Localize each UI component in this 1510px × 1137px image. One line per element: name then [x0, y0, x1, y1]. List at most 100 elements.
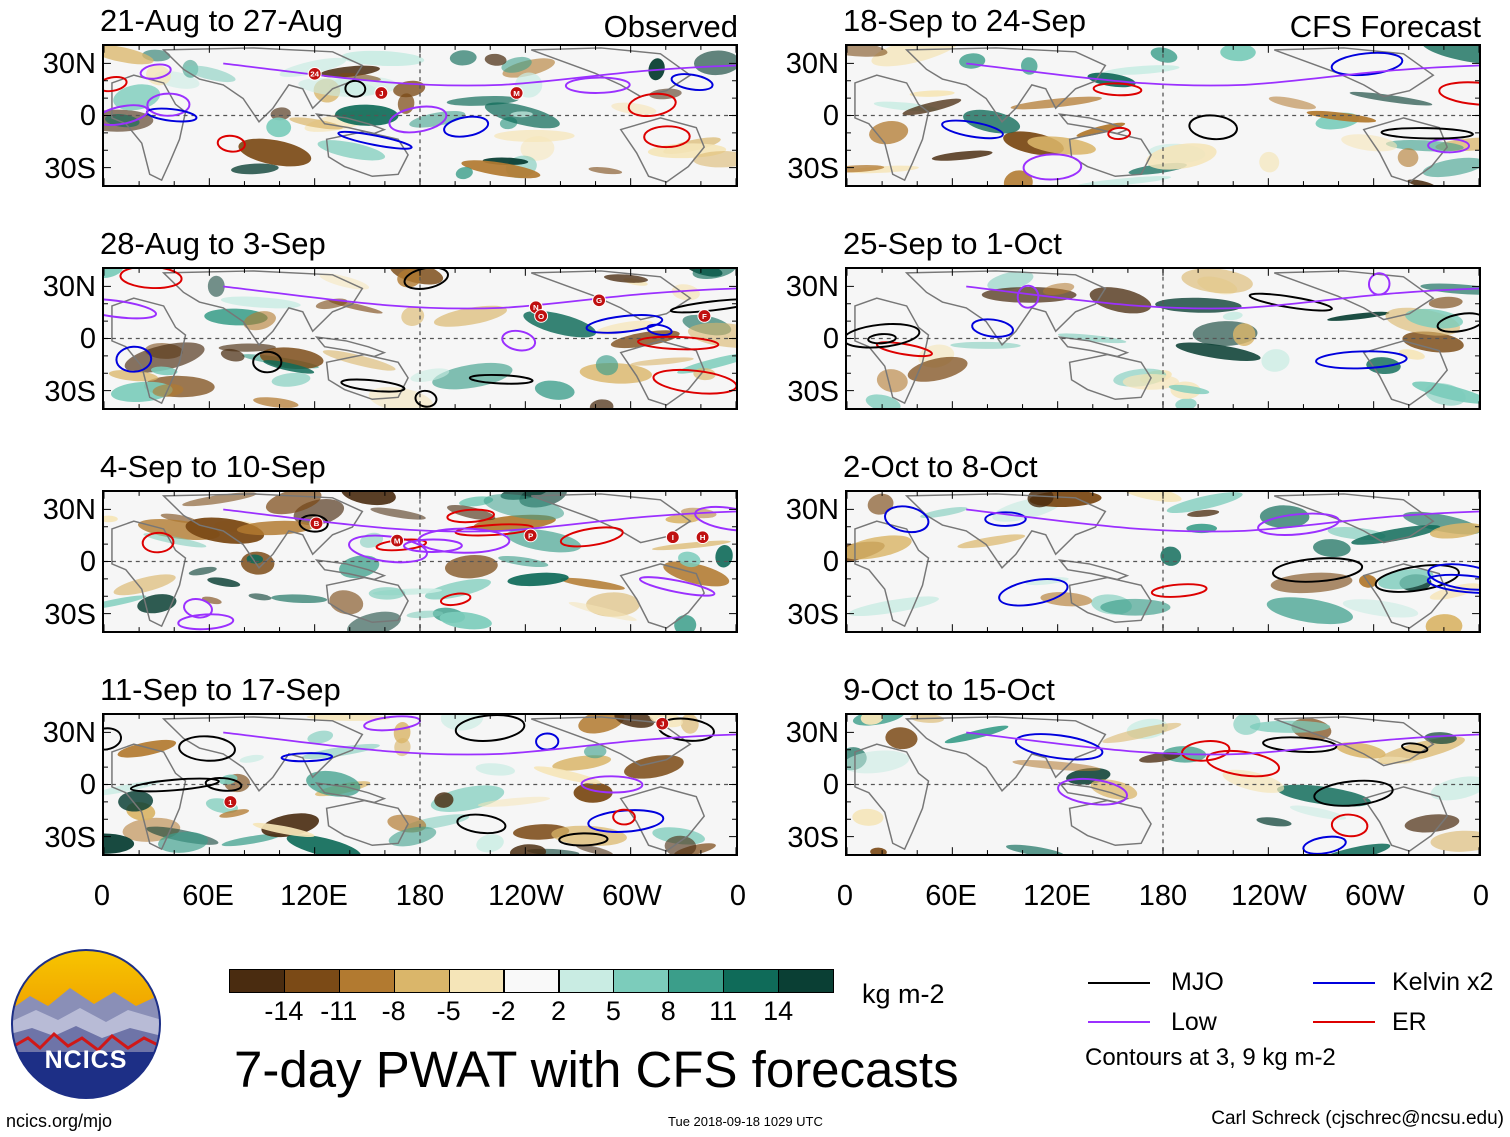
- wave-contour: [627, 92, 677, 118]
- coastline: [325, 353, 409, 400]
- pwat-anomaly-cell: [665, 514, 701, 524]
- pwat-anomaly-cell: [595, 320, 654, 335]
- pwat-anomaly-cell: [1100, 598, 1171, 616]
- colorbar-units: kg m-2: [862, 979, 945, 1009]
- pwat-anomaly-cell: [920, 507, 968, 518]
- panel-map-svg: [847, 715, 1479, 854]
- coastline: [1068, 353, 1152, 400]
- pwat-anomaly-cell: [104, 833, 135, 854]
- pwat-anomaly-cell: [595, 355, 619, 376]
- coastline: [904, 716, 1107, 792]
- storm-label: I: [672, 533, 674, 542]
- pwat-anomaly-cell: [158, 831, 208, 853]
- pwat-anomaly-cell: [1220, 46, 1256, 62]
- storm-label: H: [700, 533, 706, 542]
- coastline: [1057, 336, 1130, 358]
- pwat-anomaly-cell: [1425, 614, 1463, 631]
- lat-label: 0: [822, 323, 839, 355]
- lat-label: 30N: [785, 48, 839, 80]
- lat-label: 30S: [787, 599, 839, 631]
- footer-url[interactable]: ncics.org/mjo: [6, 1111, 113, 1131]
- wave-contour: [941, 119, 1004, 140]
- pwat-anomaly-cell: [1428, 296, 1463, 309]
- storm-marker: [509, 86, 524, 100]
- pwat-anomaly-cell: [1010, 96, 1102, 110]
- pwat-anomaly-cell: [847, 46, 888, 57]
- coastline: [1362, 117, 1449, 183]
- wave-contour: [580, 775, 644, 794]
- wave-contour: [652, 368, 736, 395]
- pwat-anomaly-cell: [476, 834, 504, 853]
- pwat-anomaly-cell: [674, 614, 697, 631]
- pwat-anomaly-cell: [113, 574, 176, 596]
- pwat-anomaly-cell: [1306, 110, 1377, 123]
- lon-label: 60W: [602, 880, 662, 912]
- pwat-anomaly-cell: [987, 271, 1034, 291]
- pwat-anomaly-cell: [117, 739, 177, 758]
- pwat-anomaly-cell: [1266, 597, 1353, 625]
- wave-contour: [119, 269, 183, 290]
- pwat-anomaly-cell: [409, 110, 466, 128]
- wave-contour: [564, 76, 631, 94]
- storm-label: P: [528, 531, 533, 540]
- storm-label: M: [394, 537, 401, 546]
- coastline: [854, 74, 930, 182]
- wave-contour: [139, 63, 172, 80]
- pwat-anomaly-cell: [1102, 722, 1182, 744]
- pwat-anomaly-cell: [630, 357, 694, 366]
- ncics-logo[interactable]: NCICS: [10, 948, 162, 1100]
- pwat-anomaly-cell: [578, 715, 625, 734]
- pwat-anomaly-cell: [185, 65, 236, 83]
- colorbar-bin: [668, 969, 725, 993]
- pwat-anomaly-cell: [401, 306, 425, 326]
- panel-title: 18-Sep to 24-Sep: [843, 3, 1087, 38]
- lat-label: 0: [79, 769, 96, 801]
- pwat-anomaly-cell: [1040, 592, 1093, 607]
- storm-marker: [592, 293, 607, 308]
- pwat-anomaly-cell: [271, 372, 311, 387]
- pwat-anomaly-cell: [1349, 91, 1433, 106]
- pwat-anomaly-cell: [104, 595, 147, 610]
- pwat-anomaly-cell: [1120, 492, 1182, 503]
- lat-label: 30N: [42, 48, 96, 80]
- low-contour-band: [966, 508, 1479, 533]
- pwat-anomaly-cell: [124, 342, 205, 373]
- low-contour-band: [966, 285, 1479, 310]
- lat-label: 30S: [44, 376, 96, 408]
- lon-label: 120W: [1231, 880, 1307, 912]
- pwat-anomaly-cell: [1378, 568, 1434, 590]
- pwat-anomaly-cell: [1160, 546, 1182, 566]
- wave-contour: [1427, 563, 1479, 591]
- wave-contour: [183, 598, 213, 619]
- panel-map: [845, 267, 1481, 410]
- coastline: [161, 47, 364, 123]
- pwat-anomaly-cell: [1175, 342, 1261, 361]
- wave-contour: [104, 76, 128, 93]
- pwat-anomaly-cell: [1402, 331, 1464, 353]
- pwat-anomaly-cell: [104, 46, 154, 65]
- wave-contour: [1205, 749, 1281, 778]
- panel-map: 24 J M: [102, 44, 738, 187]
- storm-label: N: [533, 303, 539, 312]
- pwat-anomaly-cell: [236, 520, 314, 536]
- wave-contour: [414, 389, 438, 408]
- lat-label: 30N: [785, 717, 839, 749]
- pwat-anomaly-cell: [847, 750, 910, 774]
- pwat-anomaly-cell: [368, 587, 406, 600]
- lat-label: 30N: [42, 494, 96, 526]
- wave-contour: [637, 335, 720, 351]
- pwat-anomaly-cell: [221, 833, 281, 847]
- pwat-anomaly-cell: [238, 138, 312, 167]
- pwat-anomaly-cell: [388, 826, 437, 847]
- panel-title: 28-Aug to 3-Sep: [100, 226, 326, 261]
- pwat-anomaly-cell: [502, 58, 555, 78]
- storm-label: J: [660, 720, 664, 729]
- contours-note: Contours at 3, 9 kg m-2: [1085, 1044, 1336, 1071]
- coastline: [619, 563, 706, 629]
- coastline: [111, 520, 187, 628]
- wave-contour: [298, 514, 329, 533]
- colorbar-bin: [778, 969, 834, 993]
- pwat-anomaly-cell: [498, 555, 549, 568]
- lat-label: 30S: [44, 822, 96, 854]
- wave-contour: [612, 808, 636, 826]
